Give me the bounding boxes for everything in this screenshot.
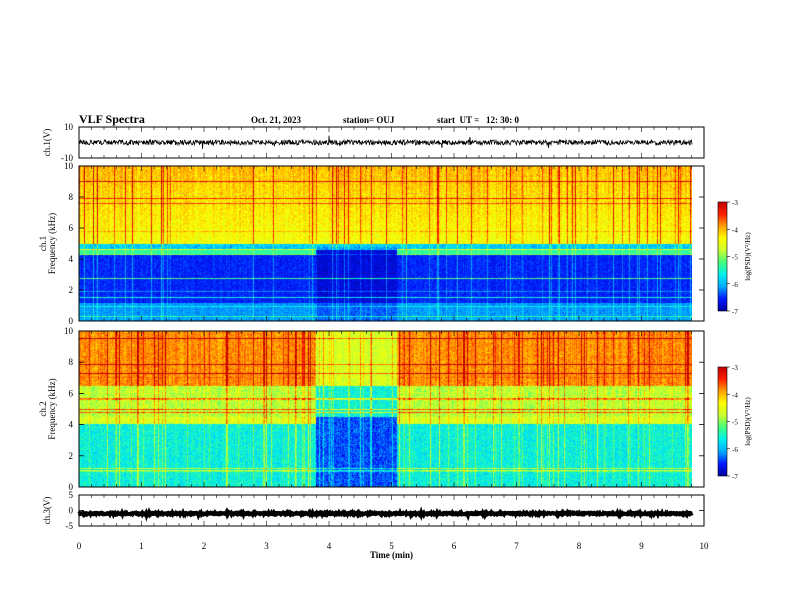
x-tick-label: 3 [264, 541, 269, 551]
start-time-label: start UT = 12: 30: 0 [437, 115, 519, 125]
ch1-spectrogram-colorbar-tick: -4 [732, 226, 738, 234]
ch1-spectrogram-ytick-label: 10 [64, 161, 74, 171]
ch2-spectrogram-ylabel: ch.2 [38, 401, 48, 416]
x-tick-label: 1 [139, 541, 144, 551]
ch2-spectrogram-ytick-label: 6 [69, 388, 74, 398]
ch2-spectrogram-ytick-label: 0 [69, 482, 74, 492]
ch2-spectrogram-ytick-label: 4 [69, 420, 74, 430]
ch1-spectrogram-ylabel: Frequency (kHz) [47, 213, 57, 274]
ch1-spectrogram-ytick-label: 6 [69, 223, 74, 233]
ch1-spectrogram-ytick-label: 4 [69, 254, 74, 264]
ch1-waveform-ylabel: ch.1(V) [42, 129, 52, 157]
ch2-spectrogram-colorbar-tick: -5 [732, 419, 738, 427]
ch1-spectrogram-colorbar-tick: -5 [732, 254, 738, 262]
x-tick-label: 4 [327, 541, 332, 551]
ch2-spectrogram-colorbar-label: log(PSD)(V²/Hz) [744, 397, 752, 446]
ch1-spectrogram-ytick-label: 0 [69, 316, 74, 326]
ch2-spectrogram-ylabel: Frequency (kHz) [47, 378, 57, 439]
ch1-waveform-ytick-label: -10 [61, 153, 73, 163]
ch3-waveform-ytick-label: 0 [69, 506, 74, 516]
ch3-waveform-trace [77, 506, 694, 522]
x-tick-label: 10 [700, 541, 710, 551]
ch3-waveform-ytick-label: 5 [69, 490, 74, 500]
ch2-spectrogram-colorbar-tick: -7 [732, 473, 738, 481]
x-tick-label: 9 [639, 541, 644, 551]
ch3-waveform-ytick-label: -5 [66, 521, 74, 531]
ch1-waveform-ytick-label: 10 [64, 122, 74, 132]
x-tick-label: 5 [389, 541, 394, 551]
figure-title: VLF Spectra [79, 112, 145, 126]
ch2-spectrogram-ytick-label: 2 [69, 451, 74, 461]
ch1-waveform-trace [78, 135, 693, 149]
x-tick-label: 2 [202, 541, 207, 551]
ch1-spectrogram-colorbar-tick: -6 [732, 281, 738, 289]
ch2-spectrogram-colorbar-tick: -3 [732, 364, 738, 372]
x-axis-label: Time (min) [370, 550, 413, 560]
x-tick-label: 0 [77, 541, 82, 551]
ch2-spectrogram-colorbar-tick: -6 [732, 446, 738, 454]
x-tick-label: 7 [514, 541, 519, 551]
ch2-spectrogram-ytick-label: 10 [64, 326, 74, 336]
ch2-spectrogram-raster [79, 331, 692, 487]
ch1-spectrogram-colorbar-label: log(PSD)(V²/Hz) [744, 232, 752, 281]
ch1-spectrogram-colorbar-tick: -7 [732, 308, 738, 316]
ch2-spectrogram-ytick-label: 8 [69, 357, 74, 367]
date-label: Oct. 21, 2023 [251, 115, 301, 125]
ch1-spectrogram-ylabel: ch.1 [38, 236, 48, 251]
x-tick-label: 8 [577, 541, 582, 551]
ch2-spectrogram-colorbar-tick: -4 [732, 391, 738, 399]
ch1-spectrogram-raster [79, 166, 692, 321]
ch1-spectrogram-ytick-label: 8 [69, 192, 74, 202]
ch1-spectrogram-ytick-label: 2 [69, 285, 74, 295]
ch2-spectrogram-colorbar [717, 366, 728, 477]
ch1-spectrogram-colorbar [717, 201, 728, 312]
x-tick-label: 6 [452, 541, 457, 551]
ch3-waveform-ylabel: ch.3(V) [42, 497, 52, 525]
station-label: station= OUJ [343, 115, 395, 125]
ch1-spectrogram-colorbar-tick: -3 [732, 199, 738, 207]
